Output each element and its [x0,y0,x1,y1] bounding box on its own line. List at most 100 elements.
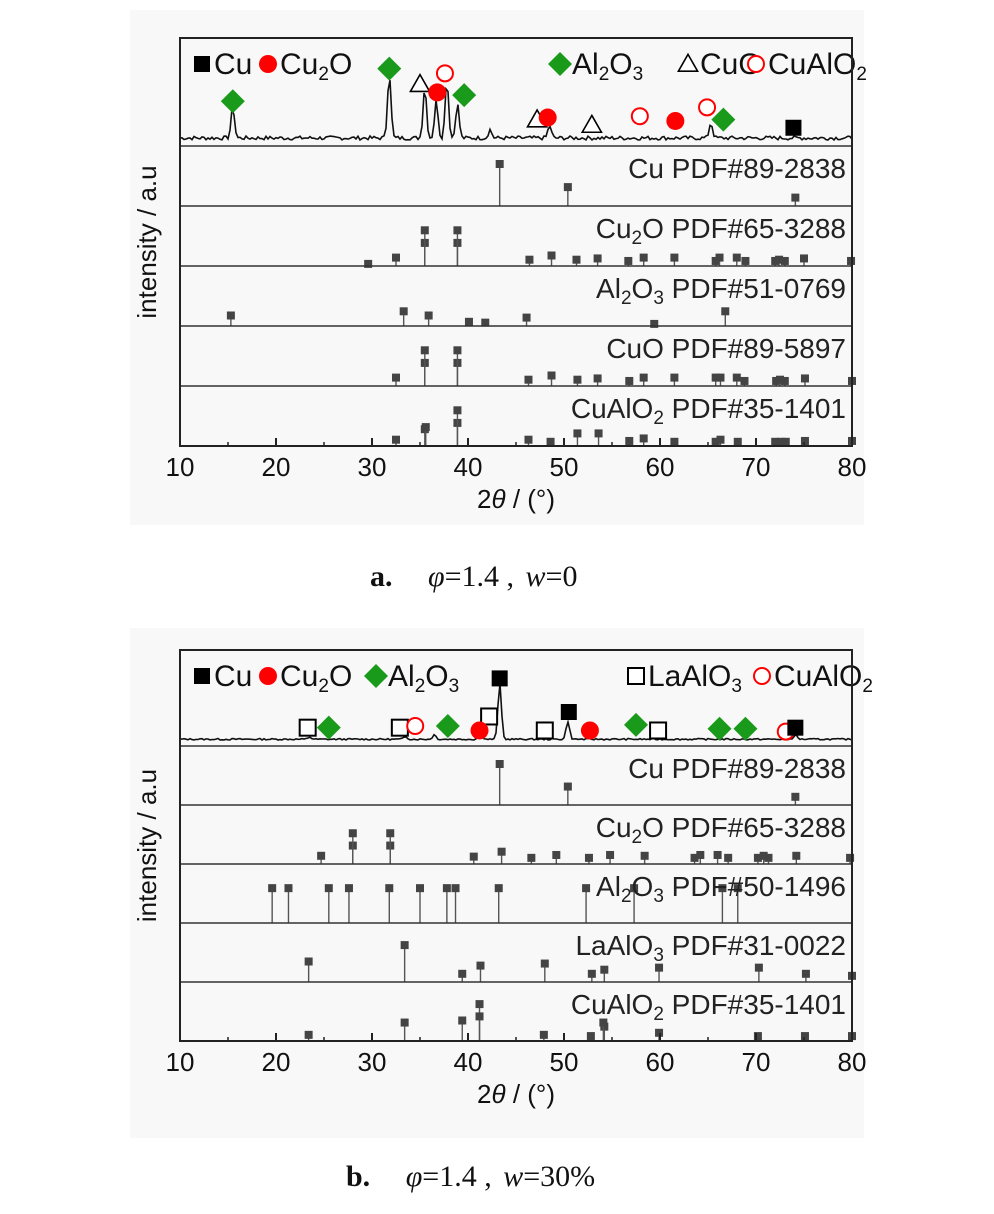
reference-peak-marker [546,437,555,446]
reference-peak-marker [711,373,720,382]
legend-marker-filled-circle [259,55,277,73]
reference-peak-marker [715,253,724,262]
reference-peak-marker [690,853,699,862]
reference-peak-marker [625,436,634,445]
legend-label: Al2O3 [388,660,459,697]
reference-peak-marker [593,374,602,383]
reference-peak-marker [771,437,780,446]
reference-peak-marker [716,435,725,444]
reference-peak-marker [525,255,534,264]
reference-peak-marker [424,311,433,320]
reference-label: Al2O3 PDF#50-1496 [596,871,846,907]
reference-peak-marker [552,850,561,859]
legend-marker-filled-square [194,668,210,684]
reference-peak-marker [670,253,679,262]
reference-peak-marker [639,253,648,262]
reference-peak-marker [392,373,400,382]
phase-marker-filled-circle [666,111,685,130]
panel-a-phi-value: =1.4 , [445,560,514,593]
reference-peak-marker [226,311,235,320]
reference-peak-marker [494,884,503,893]
phase-marker-open-square [390,718,409,737]
reference-peak-marker [753,1032,762,1041]
reference-peak-marker [464,317,473,326]
reference-peak-marker [547,251,556,260]
phase-marker-filled-diamond [435,714,460,738]
reference-peak-marker [639,434,648,443]
phase-marker-filled-diamond [707,716,732,741]
reference-peak-marker [606,850,615,859]
reference-peak-marker [392,253,400,262]
legend-marker-filled-square [194,56,210,72]
reference-peak-marker [740,376,749,385]
x-tick-label: 30 [358,1047,387,1077]
reference-peak-marker [400,1018,409,1027]
reference-label: CuAlO2 PDF#35-1401 [571,989,846,1025]
reference-peak-marker [573,429,582,438]
reference-peak-marker [582,884,591,893]
phase-marker-filled-diamond [316,715,341,740]
phase-marker-open-circle [630,107,649,126]
phase-marker-filled-diamond [733,716,758,741]
reference-peak-marker [624,256,633,265]
panel-b-phi-symbol: φ [406,1160,423,1193]
phase-marker-filled-circle [428,83,447,102]
reference-peak-marker [522,313,531,322]
reference-peak-marker [524,435,533,444]
panel-b-chart: Cu Cu2O Al2O3 LaAlO3 CuAlO2 Cu PDF#89-2838 Cu2… [132,649,873,1109]
x-tick-label: 70 [742,452,771,482]
reference-peak-marker [718,884,727,893]
reference-peak-marker [640,851,649,860]
diffraction-pattern-line [179,80,853,142]
reference-peak-marker [573,375,582,384]
legend-label: Cu2O [280,660,352,697]
reference-peak-marker [732,373,741,382]
reference-peak-marker [655,1028,664,1037]
reference-peak-marker [392,435,400,444]
reference-peak-marker [420,346,429,355]
reference-peak-marker [600,965,609,974]
panel-b-phi-value: =1.4 , [422,1160,491,1193]
reference-peak-marker [655,963,664,972]
reference-peak-marker [780,256,789,265]
phase-marker-filled-diamond [377,56,402,81]
reference-peak-marker [800,254,808,263]
phase-marker-open-circle [698,98,717,117]
legend-label: Cu [214,48,252,81]
reference-peak-marker [416,884,424,893]
reference-peak-marker [527,853,536,862]
phase-marker-filled-circle [580,721,599,740]
reference-peak-marker [759,851,768,860]
reference-peak-marker [670,373,679,382]
phase-marker-filled-diamond [711,107,736,132]
reference-peak-marker [741,256,750,265]
phase-marker-filled-circle [470,721,489,740]
reference-label: Cu2O PDF#65-3288 [596,213,846,249]
reference-peak-marker [539,1030,548,1039]
x-tick-label: 80 [838,452,867,482]
reference-peak-marker [650,319,659,328]
reference-peak-marker [594,429,603,438]
panel-a-w-value: =0 [546,560,578,593]
x-tick-label: 50 [550,1047,579,1077]
reference-peak-marker [348,829,357,838]
x-tick-label: 20 [262,452,291,482]
reference-peak-marker [442,884,451,893]
panel-a-phi-symbol: φ [428,560,445,593]
panel-a-caption: a. φ=1.4 , w=0 [370,560,577,593]
phase-marker-open-square [298,718,317,737]
reference-peak-marker [587,969,596,978]
reference-label: LaAlO3 PDF#31-0022 [575,930,846,966]
x-tick-label: 70 [742,1047,771,1077]
reference-peak-marker [385,884,394,893]
reference-peak-marker [586,1032,595,1041]
phase-marker-filled-diamond [220,89,245,114]
x-tick-label: 60 [646,1047,675,1077]
phase-marker-filled-diamond [624,712,648,737]
reference-peak-marker [475,1000,484,1009]
x-tick-label: 20 [262,1047,291,1077]
reference-label: CuO PDF#89-5897 [606,333,846,364]
reference-peak-marker [639,373,648,382]
